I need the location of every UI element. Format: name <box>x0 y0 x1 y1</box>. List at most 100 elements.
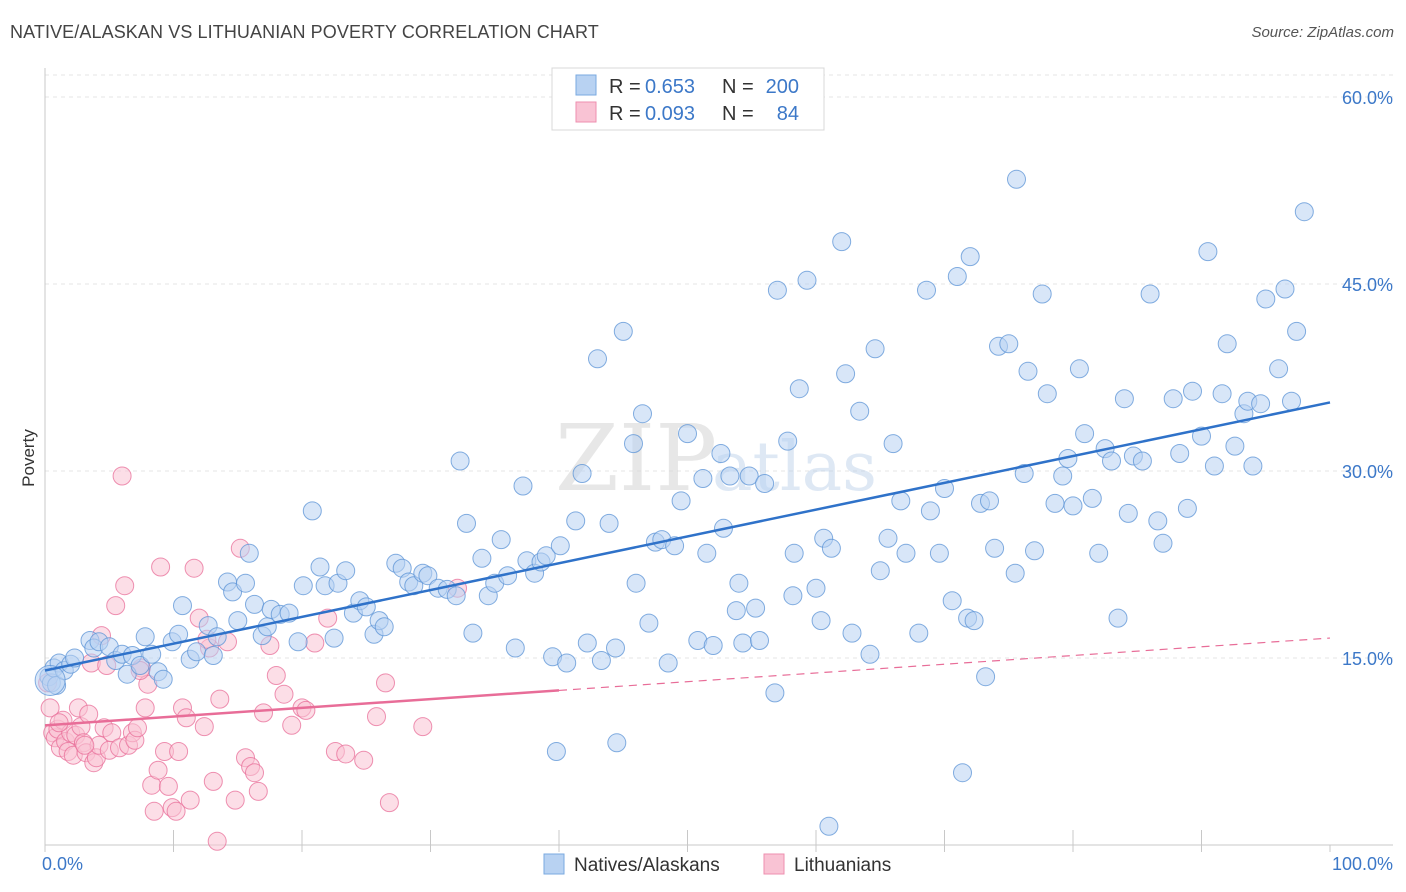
native-point <box>228 611 248 631</box>
native-point <box>505 638 525 658</box>
native-point <box>446 586 466 606</box>
native-point <box>720 466 740 486</box>
native-point <box>566 511 586 531</box>
native-point <box>546 742 566 761</box>
native-point <box>658 653 678 673</box>
native-point <box>980 491 999 511</box>
legend: R = 0.653 N = 200 R = 0.093 N = 84 <box>551 67 825 131</box>
lithuanian-point <box>354 750 374 770</box>
native-point <box>755 474 775 493</box>
lithuanian-point <box>282 715 302 735</box>
native-point <box>960 247 980 267</box>
x-tick-label: 100.0% <box>1332 854 1393 874</box>
native-point <box>739 466 759 486</box>
legend-n-value: 200 <box>766 76 799 98</box>
legend-n-label: N = <box>722 76 754 98</box>
native-point <box>729 573 749 593</box>
native-point <box>1183 381 1202 401</box>
native-point <box>1282 391 1301 411</box>
native-point <box>1132 451 1152 471</box>
native-point <box>671 491 691 511</box>
native-point <box>797 270 817 290</box>
lithuanian-point <box>166 801 186 821</box>
native-point <box>624 434 643 454</box>
native-point <box>607 733 627 753</box>
native-point <box>1192 426 1211 446</box>
native-point <box>130 656 150 675</box>
native-point <box>1063 496 1083 516</box>
native-point <box>750 631 769 650</box>
native-point <box>1225 436 1245 456</box>
native-point <box>1217 334 1237 354</box>
legend-r-label: R = <box>609 76 641 98</box>
lithuanian-point <box>194 717 214 737</box>
lithuanian-point <box>274 684 294 704</box>
native-point <box>1170 444 1190 463</box>
native-point <box>1007 169 1026 189</box>
native-point <box>1256 289 1276 309</box>
native-point <box>1045 493 1065 513</box>
native-point <box>324 628 344 648</box>
lithuanian-point <box>245 763 264 783</box>
native-point <box>999 334 1019 354</box>
native-point <box>463 623 483 643</box>
native-point <box>811 611 831 631</box>
native-point <box>1243 456 1263 476</box>
native-point <box>187 642 207 662</box>
native-point <box>1075 424 1095 444</box>
lithuanian-point <box>184 558 204 578</box>
native-point <box>947 267 967 286</box>
native-point <box>842 623 862 643</box>
lithuanian-point <box>128 718 147 738</box>
bottom-legend-swatch <box>763 853 785 875</box>
native-point <box>591 651 611 670</box>
legend-box <box>551 67 825 131</box>
native-point <box>153 669 173 689</box>
native-point <box>1118 503 1138 523</box>
bottom-legend-swatch <box>543 853 565 875</box>
gridlines <box>45 74 1393 659</box>
native-point <box>783 586 803 606</box>
native-point <box>920 501 940 521</box>
native-point <box>703 636 723 655</box>
lithuanian-point <box>248 781 268 801</box>
native-point <box>577 633 597 653</box>
native-point <box>572 464 592 483</box>
native-point <box>832 232 852 252</box>
native-point <box>606 638 625 658</box>
lithuanian-point <box>75 735 95 755</box>
lithuanian-point <box>176 708 196 728</box>
lithuanian-point <box>112 466 132 486</box>
y-tick-label: 60.0% <box>1342 88 1393 108</box>
native-point <box>784 543 804 563</box>
native-point <box>599 513 619 533</box>
native-point <box>767 280 787 300</box>
y-tick-label: 15.0% <box>1342 649 1393 669</box>
lithuanian-point <box>169 742 189 761</box>
native-point <box>245 594 264 614</box>
trend-line-lithuanians-extension <box>558 637 1331 692</box>
native-point <box>1198 242 1218 262</box>
native-point <box>1251 394 1271 414</box>
native-point <box>310 557 330 577</box>
native-point <box>836 364 856 384</box>
native-point <box>557 653 577 673</box>
legend-r-value: 0.093 <box>645 103 695 125</box>
lithuanian-point <box>296 700 316 720</box>
lithuanian-point <box>203 771 223 791</box>
lithuanian-point <box>106 596 126 616</box>
native-point <box>457 513 476 533</box>
native-point <box>1212 384 1232 404</box>
native-point <box>450 451 470 471</box>
native-point <box>374 617 394 637</box>
native-point <box>550 536 570 556</box>
series-natives-points <box>34 169 1314 836</box>
native-point <box>472 548 492 568</box>
native-point <box>1163 389 1183 409</box>
native-point <box>613 321 633 341</box>
native-point <box>239 543 259 563</box>
native-point <box>1204 456 1224 476</box>
lithuanian-point <box>210 689 230 709</box>
lithuanian-point <box>254 703 273 723</box>
